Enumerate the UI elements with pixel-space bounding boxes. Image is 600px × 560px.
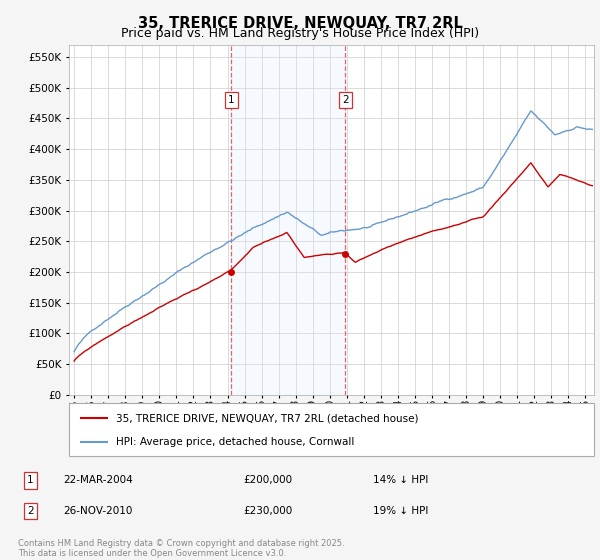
Text: Price paid vs. HM Land Registry's House Price Index (HPI): Price paid vs. HM Land Registry's House …	[121, 27, 479, 40]
Text: 14% ↓ HPI: 14% ↓ HPI	[373, 475, 428, 486]
Text: 35, TRERICE DRIVE, NEWQUAY, TR7 2RL (detached house): 35, TRERICE DRIVE, NEWQUAY, TR7 2RL (det…	[116, 413, 419, 423]
Text: 2: 2	[27, 506, 34, 516]
Text: HPI: Average price, detached house, Cornwall: HPI: Average price, detached house, Corn…	[116, 436, 355, 446]
Text: £200,000: £200,000	[244, 475, 293, 486]
Text: 35, TRERICE DRIVE, NEWQUAY, TR7 2RL: 35, TRERICE DRIVE, NEWQUAY, TR7 2RL	[137, 16, 463, 31]
Text: 1: 1	[228, 95, 235, 105]
Text: Contains HM Land Registry data © Crown copyright and database right 2025.
This d: Contains HM Land Registry data © Crown c…	[18, 539, 344, 558]
Text: 1: 1	[27, 475, 34, 486]
Text: 26-NOV-2010: 26-NOV-2010	[63, 506, 133, 516]
Text: £230,000: £230,000	[244, 506, 293, 516]
Bar	[231, 45, 345, 395]
Text: 19% ↓ HPI: 19% ↓ HPI	[373, 506, 428, 516]
Text: 2: 2	[342, 95, 349, 105]
Text: 22-MAR-2004: 22-MAR-2004	[63, 475, 133, 486]
